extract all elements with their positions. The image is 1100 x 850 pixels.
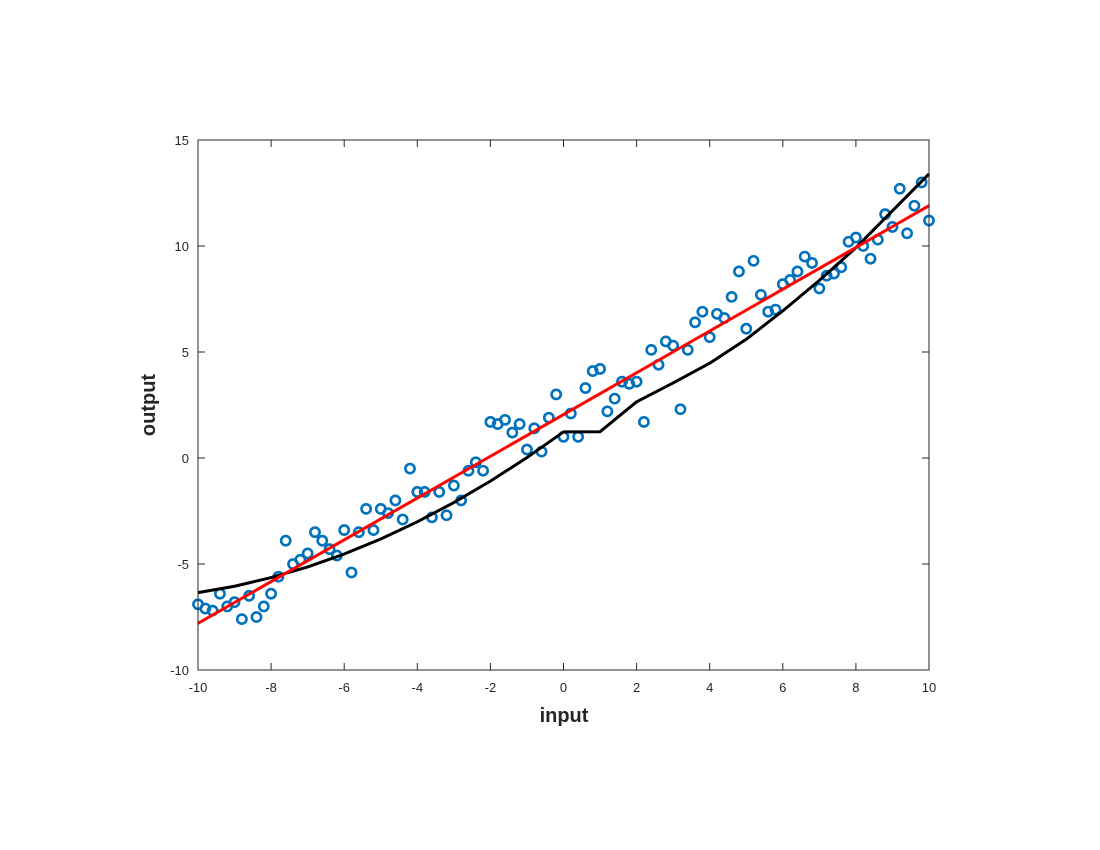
data-point: [616, 375, 628, 388]
data-point: [886, 221, 899, 233]
data-point: [806, 257, 818, 269]
data-point: [316, 534, 329, 547]
data-point: [864, 252, 877, 265]
x-tick-label: -2: [485, 680, 497, 695]
data-point: [265, 587, 277, 600]
x-tick-label: 4: [706, 680, 713, 695]
axes-layer: -10 -8 -6 -4 -2 0 2 4 6 8 10 -10 -5 0 5 10 15: [170, 133, 936, 695]
y-tick-label: -5: [177, 557, 189, 572]
linear-fit-line: [197, 204, 930, 625]
data-point: [440, 509, 453, 522]
data-point: [521, 443, 533, 456]
data-point: [513, 418, 526, 430]
data-point: [915, 176, 928, 189]
x-tick-label: -10: [189, 680, 208, 695]
data-point: [689, 316, 701, 329]
data-point: [447, 479, 460, 492]
data-point: [235, 613, 248, 626]
plot-background: [198, 140, 929, 670]
data-point: [908, 199, 921, 212]
data-point: [396, 513, 409, 526]
data-point: [769, 303, 782, 316]
plot-area: [198, 140, 929, 670]
data-point: [798, 250, 811, 263]
x-tick-label: 2: [633, 680, 640, 695]
data-point: [674, 403, 687, 416]
data-point: [228, 596, 241, 609]
x-tick-label: 0: [560, 680, 567, 695]
data-point: [506, 426, 519, 439]
data-point: [608, 392, 621, 405]
data-point: [360, 502, 373, 515]
data-point: [345, 566, 358, 579]
data-point: [725, 290, 738, 303]
data-point: [594, 363, 606, 375]
quadratic-fit-line: [197, 172, 931, 595]
data-point: [850, 231, 862, 244]
series-layer: [192, 172, 935, 626]
data-point: [301, 547, 314, 560]
data-point: [630, 375, 643, 388]
data-point: [740, 322, 753, 335]
x-axis-label: input: [540, 705, 589, 727]
data-point: [762, 305, 775, 318]
y-tick-label: 10: [175, 239, 189, 254]
x-tick-label: 6: [779, 680, 786, 695]
data-point: [601, 405, 614, 418]
data-point: [433, 486, 446, 498]
data-point: [404, 462, 416, 475]
y-axis-label: output: [138, 374, 160, 437]
data-point: [623, 377, 636, 390]
data-point: [352, 526, 365, 539]
y-tick-label: -10: [170, 663, 189, 678]
x-tick-label: -6: [338, 680, 350, 695]
data-point: [499, 413, 511, 426]
data-point: [550, 388, 563, 401]
data-point: [813, 282, 826, 295]
data-point: [477, 464, 489, 477]
data-point: [733, 265, 745, 278]
data-point: [586, 365, 599, 377]
data-point: [257, 600, 270, 613]
data-point: [579, 382, 592, 394]
data-point: [484, 416, 497, 428]
data-point: [791, 265, 804, 278]
data-point: [638, 416, 650, 428]
y-tick-label: 15: [175, 133, 189, 148]
y-tick-label: 5: [182, 345, 189, 360]
data-point: [250, 611, 263, 623]
data-point: [696, 305, 709, 318]
data-point: [893, 182, 906, 195]
data-point: [645, 343, 658, 356]
x-tick-label: -4: [412, 680, 424, 695]
data-point: [747, 254, 760, 267]
data-point: [309, 526, 321, 539]
data-point: [199, 602, 212, 615]
data-point: [389, 494, 402, 507]
x-tick-label: 10: [922, 680, 936, 695]
x-tick-label: 8: [852, 680, 859, 695]
y-tick-label: 0: [182, 451, 189, 466]
data-point: [338, 524, 351, 536]
data-point: [820, 269, 833, 282]
x-tick-label: -8: [265, 680, 277, 695]
data-point: [279, 534, 292, 547]
data-point: [754, 288, 767, 301]
data-point: [367, 524, 380, 536]
data-point: [901, 227, 913, 240]
data-point: [681, 343, 694, 356]
